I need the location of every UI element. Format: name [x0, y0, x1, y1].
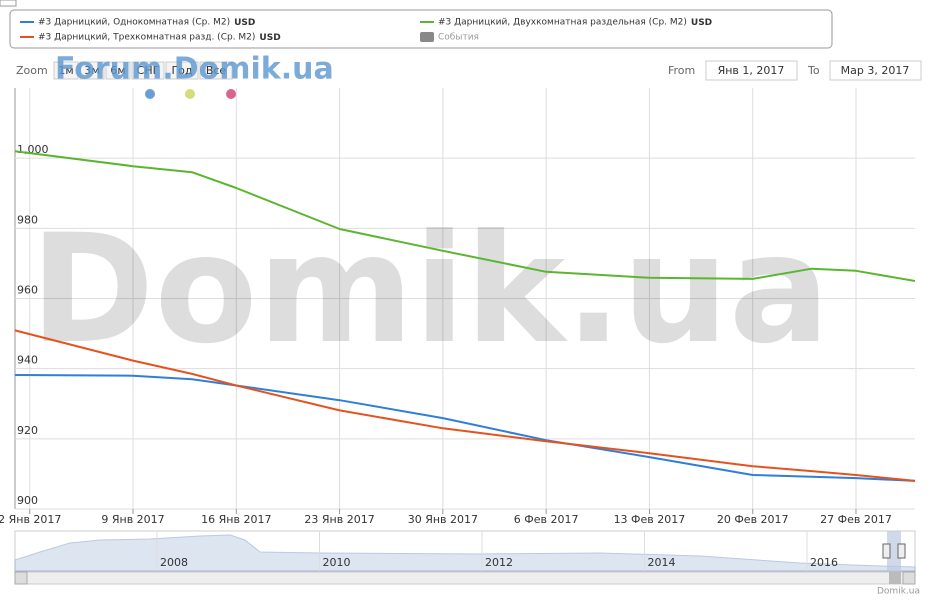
to-label: To — [807, 64, 820, 77]
x-tick-label: 30 Янв 2017 — [408, 513, 478, 526]
series-line — [14, 329, 916, 482]
x-tick-label: 13 Фев 2017 — [614, 513, 686, 526]
x-tick-label: 23 Янв 2017 — [304, 513, 374, 526]
watermark-small: Forum.Domik.ua — [55, 52, 334, 87]
event-dot[interactable] — [226, 89, 236, 99]
zoom-button[interactable] — [165, 61, 199, 80]
zoom-button[interactable] — [105, 61, 131, 80]
x-tick-label: 9 Янв 2017 — [101, 513, 164, 526]
navigator-year: 2016 — [810, 556, 838, 569]
x-tick-label: 16 Янв 2017 — [201, 513, 271, 526]
zoom-buttons: 1м 3м 6м СНГ Год Все — [53, 61, 233, 80]
legend-label[interactable]: #3 Дарницкий, Однокомнатная (Ср. M2) USD — [38, 18, 255, 28]
navigator-selection[interactable] — [887, 531, 901, 571]
event-dot[interactable] — [185, 89, 195, 99]
to-input[interactable] — [829, 60, 922, 81]
zoom-button[interactable] — [199, 61, 233, 80]
legend-swatch[interactable] — [420, 32, 434, 42]
y-tick-label: 920 — [17, 424, 38, 437]
navigator-year: 2010 — [323, 556, 351, 569]
from-input[interactable] — [705, 60, 798, 81]
scroll-left[interactable] — [14, 571, 28, 585]
x-tick-label: 27 Фев 2017 — [820, 513, 892, 526]
corner-handle — [0, 0, 17, 7]
from-label: From — [668, 64, 695, 77]
legend-unit: USD — [259, 33, 280, 43]
zoom-button-label[interactable]: 3м — [84, 64, 99, 77]
zoom-button-label[interactable]: Год — [171, 64, 192, 77]
scroll-thumb[interactable] — [889, 572, 901, 584]
event-dot[interactable] — [145, 89, 155, 99]
navigator-year: 2012 — [485, 556, 513, 569]
legend-box — [9, 9, 833, 49]
to-value[interactable]: Мар 3, 2017 — [841, 64, 910, 77]
zoom-label: Zoom — [16, 64, 48, 77]
zoom-button-label[interactable]: Все — [206, 64, 227, 77]
scrollbar[interactable] — [14, 571, 916, 585]
navigator-year: 2014 — [648, 556, 676, 569]
legend-label[interactable]: #3 Дарницкий, Двухкомнатная раздельная (… — [438, 18, 712, 28]
watermark-big: Domik.ua — [30, 203, 830, 377]
y-tick-label: 960 — [17, 284, 38, 297]
navigator-handle[interactable] — [882, 543, 891, 559]
navigator-year: 2008 — [160, 556, 188, 569]
legend-label[interactable]: #3 Дарницкий, Трехкомнатная разд. (Ср. M… — [38, 33, 281, 43]
y-tick-label: 900 — [17, 494, 38, 507]
zoom-button[interactable] — [131, 61, 165, 80]
y-tick-label: 940 — [17, 354, 38, 367]
scroll-right[interactable] — [902, 571, 916, 585]
zoom-button[interactable] — [79, 61, 105, 80]
zoom-button-label[interactable]: СНГ — [137, 64, 160, 77]
series-line — [14, 150, 916, 282]
legend-unit: USD — [691, 18, 712, 28]
x-tick-label: 20 Фев 2017 — [717, 513, 789, 526]
zoom-button-label[interactable]: 1м — [58, 64, 73, 77]
y-tick-label: 980 — [17, 213, 38, 226]
x-tick-label: 6 Фев 2017 — [514, 513, 579, 526]
credit: Domik.ua — [877, 587, 920, 597]
zoom-button-label[interactable]: 6м — [110, 64, 125, 77]
series-line — [14, 374, 916, 482]
legend-label[interactable]: События — [438, 33, 479, 43]
x-tick-label: 2 Янв 2017 — [0, 513, 61, 526]
zoom-button[interactable] — [53, 61, 79, 80]
navigator-years: 2008 2010 2012 2014 2016 — [156, 531, 838, 571]
legend-unit: USD — [234, 18, 255, 28]
from-value[interactable]: Янв 1, 2017 — [718, 64, 785, 77]
navigator-handle[interactable] — [897, 543, 906, 559]
